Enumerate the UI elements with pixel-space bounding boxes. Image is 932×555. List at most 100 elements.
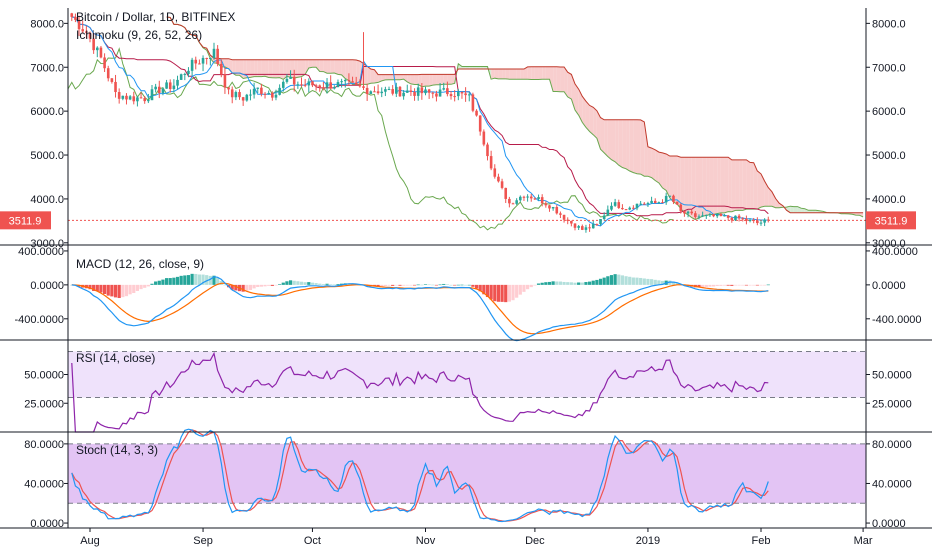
y-tick-label-right: 25.0000 bbox=[872, 398, 912, 410]
candle-body bbox=[453, 96, 456, 97]
candle-body bbox=[176, 80, 179, 86]
candle-body bbox=[475, 111, 478, 116]
candle-body bbox=[162, 89, 165, 93]
macd-histogram-bar bbox=[635, 278, 638, 285]
candle-body bbox=[278, 88, 281, 95]
candle-body bbox=[359, 85, 362, 87]
cloud-segment bbox=[495, 69, 499, 79]
cloud-segment bbox=[389, 75, 393, 80]
macd-histogram-bar bbox=[460, 285, 463, 286]
macd-histogram-bar bbox=[260, 285, 263, 287]
candle-body bbox=[552, 207, 555, 208]
candle-body bbox=[701, 215, 704, 216]
candle-body bbox=[132, 96, 135, 101]
candle-body bbox=[468, 94, 471, 95]
cloud-segment bbox=[331, 60, 335, 74]
candle-body bbox=[446, 88, 449, 94]
candle-body bbox=[614, 202, 617, 206]
candle-body bbox=[570, 221, 573, 224]
y-tick-label-left: 5000.0 bbox=[30, 150, 64, 162]
candle-body bbox=[435, 94, 438, 97]
cloud-segment bbox=[345, 60, 349, 81]
candle-body bbox=[541, 197, 544, 203]
macd-histogram-bar bbox=[526, 285, 529, 289]
x-tick-label: Oct bbox=[304, 535, 321, 547]
candle-body bbox=[610, 206, 613, 210]
macd-histogram-bar bbox=[413, 285, 416, 286]
cloud-segment bbox=[728, 157, 732, 212]
macd-histogram-bar bbox=[522, 285, 525, 292]
x-tick-label: Dec bbox=[525, 535, 545, 547]
macd-histogram-bar bbox=[614, 274, 617, 285]
y-tick-label-right: 50.0000 bbox=[872, 370, 912, 382]
macd-histogram-bar bbox=[497, 285, 500, 302]
candle-body bbox=[592, 224, 595, 228]
cloud-segment bbox=[568, 72, 572, 99]
macd-histogram-bar bbox=[249, 285, 252, 290]
cloud-segment bbox=[415, 75, 419, 85]
cloud-segment bbox=[615, 120, 619, 165]
candle-body bbox=[442, 88, 445, 89]
candle-body bbox=[391, 89, 394, 94]
cloud-segment bbox=[429, 74, 433, 86]
cloud-segment bbox=[648, 147, 652, 178]
macd-histogram-bar bbox=[624, 276, 627, 285]
candle-body bbox=[734, 216, 737, 221]
candle-body bbox=[100, 48, 103, 58]
macd-histogram-bar bbox=[559, 282, 562, 285]
cloud-segment bbox=[557, 67, 561, 92]
macd-histogram-bar bbox=[293, 281, 296, 285]
macd-histogram-bar bbox=[289, 280, 292, 285]
macd-histogram-bar bbox=[562, 282, 565, 285]
macd-histogram-bar bbox=[654, 280, 657, 285]
macd-histogram-bar bbox=[500, 285, 503, 302]
candle-body bbox=[198, 63, 201, 64]
candle-body bbox=[326, 82, 329, 87]
candle-body bbox=[607, 210, 610, 216]
macd-label[interactable]: MACD (12, 26, close, 9) bbox=[76, 257, 204, 271]
cloud-segment bbox=[586, 101, 590, 131]
macd-histogram-bar bbox=[139, 285, 142, 289]
candle-body bbox=[599, 219, 602, 224]
rsi-label[interactable]: RSI (14, close) bbox=[76, 351, 155, 365]
macd-histogram-bar bbox=[708, 285, 711, 287]
macd-histogram-bar bbox=[541, 283, 544, 285]
candle-body bbox=[687, 212, 690, 214]
stoch-label[interactable]: Stoch (14, 3, 3) bbox=[76, 443, 158, 457]
cloud-segment bbox=[630, 120, 634, 173]
macd-histogram-bar bbox=[406, 285, 409, 286]
candle-body bbox=[563, 215, 566, 220]
cloud-segment bbox=[790, 206, 794, 213]
candle-body bbox=[647, 203, 650, 204]
candle-body bbox=[413, 92, 416, 96]
macd-histogram-bar bbox=[592, 281, 595, 285]
candle-body bbox=[111, 78, 114, 82]
candle-body bbox=[519, 197, 522, 200]
macd-histogram-bar bbox=[537, 284, 540, 285]
candle-body bbox=[424, 89, 427, 93]
cloud-segment bbox=[385, 75, 389, 80]
y-tick-label-left: 400.0000 bbox=[18, 246, 64, 258]
candle-body bbox=[669, 196, 672, 197]
macd-histogram-bar bbox=[468, 285, 471, 286]
cloud-segment bbox=[451, 74, 455, 84]
cloud-segment bbox=[539, 67, 543, 80]
macd-histogram-bar bbox=[438, 285, 441, 286]
cloud-segment bbox=[659, 152, 663, 188]
candle-body bbox=[369, 91, 372, 94]
cloud-segment bbox=[502, 69, 506, 79]
macd-histogram-bar bbox=[285, 281, 288, 285]
macd-histogram-bar bbox=[296, 281, 299, 285]
macd-histogram-bar bbox=[187, 275, 190, 285]
cloud-segment bbox=[506, 69, 510, 79]
candle-body bbox=[625, 209, 628, 210]
candle-body bbox=[180, 74, 183, 80]
ichimoku-label[interactable]: Ichimoku (9, 26, 52, 26) bbox=[76, 28, 202, 42]
cloud-segment bbox=[593, 107, 597, 138]
candle-body bbox=[297, 84, 300, 85]
candle-body bbox=[741, 218, 744, 219]
cloud-segment bbox=[320, 60, 324, 72]
cloud-segment bbox=[622, 120, 626, 169]
